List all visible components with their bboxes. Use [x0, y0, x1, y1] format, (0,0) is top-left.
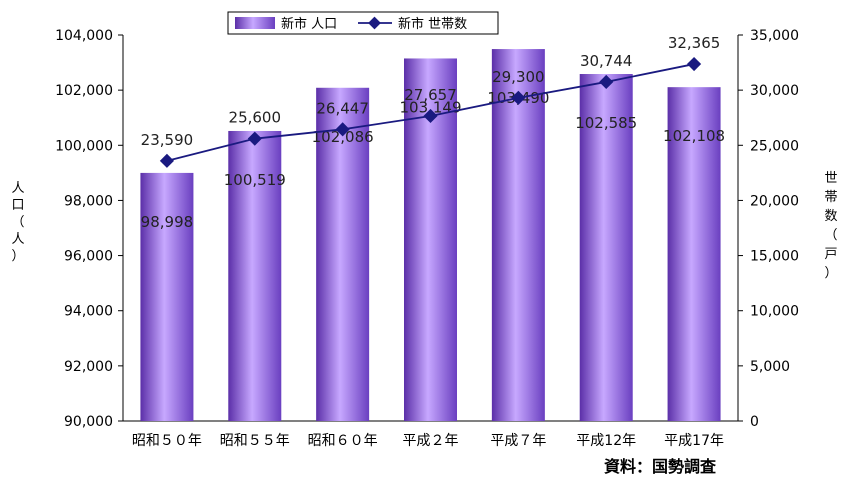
right-tick-label: 20,000 — [750, 193, 799, 209]
right-axis-label: 世帯数 （ 戸 ） — [824, 171, 837, 281]
x-tick-label: 平成２年 — [403, 433, 459, 449]
left-axis-title-char: ） — [11, 249, 24, 264]
right-tick-label: 25,000 — [750, 138, 799, 154]
right-axis-title-char: ） — [824, 266, 837, 281]
left-axis-label: 人口（人） — [11, 181, 24, 264]
legend-bar-swatch — [235, 17, 275, 29]
right-axis-title-char: （ — [824, 228, 837, 243]
household-data-label: 32,365 — [668, 34, 721, 52]
legend: 新市 人口 新市 世帯数 — [227, 11, 499, 35]
right-axis-title-char: 世 — [824, 171, 837, 186]
bars: 98,998100,519102,086103,149103,490102,58… — [140, 49, 725, 421]
household-data-label: 29,300 — [492, 68, 545, 86]
x-tick-label: 昭和６０年 — [308, 433, 378, 449]
right-tick-label: 10,000 — [750, 304, 799, 320]
left-tick-label: 100,000 — [55, 138, 113, 154]
x-tick-label: 平成12年 — [576, 433, 636, 449]
household-data-label: 23,590 — [141, 131, 194, 149]
left-tick-label: 102,000 — [55, 83, 113, 99]
right-axis-title-char: 数 — [824, 209, 837, 224]
legend-label-households: 新市 世帯数 — [398, 16, 467, 32]
household-marker — [159, 153, 174, 168]
population-bar — [316, 87, 370, 421]
household-data-label: 26,447 — [316, 99, 369, 117]
left-axis-ticks: 90,000 92,000 94,000 96,000 98,000 100,000 102… — [55, 28, 123, 430]
population-data-label: 98,998 — [141, 213, 194, 231]
legend-diamond-marker — [368, 16, 381, 30]
legend-label-population: 新市 人口 — [281, 16, 337, 32]
left-axis-title-char: （ — [11, 215, 24, 230]
population-bar — [140, 172, 194, 421]
population-data-label: 102,585 — [575, 114, 637, 132]
population-bar — [579, 74, 633, 421]
population-bar — [667, 87, 721, 421]
left-tick-label: 104,000 — [55, 28, 113, 44]
right-axis-title-char: 戸 — [824, 247, 837, 262]
right-axis-ticks: 0 5,000 10,000 15,000 20,000 25,000 30,000 35,0… — [738, 28, 799, 430]
household-marker — [423, 108, 438, 124]
household-line: 23,590 25,600 26,447 27,657 29,300 30,744 32,3… — [141, 34, 721, 168]
population-bar — [491, 49, 545, 421]
left-axis-title-char: 口 — [11, 198, 24, 213]
right-axis-title-char: 帯 — [824, 190, 837, 205]
right-tick-label: 5,000 — [750, 359, 790, 375]
source-note: 資料：国勢調査 — [604, 457, 716, 476]
population-data-label: 100,519 — [224, 171, 286, 189]
population-data-label: 102,086 — [312, 128, 374, 146]
left-tick-label: 96,000 — [64, 249, 113, 265]
household-data-label: 25,600 — [229, 109, 282, 127]
population-data-label: 102,108 — [663, 127, 725, 145]
population-bar — [228, 130, 282, 421]
left-tick-label: 94,000 — [64, 304, 113, 320]
left-axis-title-char: 人 — [11, 232, 24, 247]
x-tick-label: 昭和５５年 — [220, 433, 290, 449]
household-marker — [511, 90, 526, 105]
x-axis-categories: 昭和５０年 昭和５５年 昭和６０年 平成２年 平成７年 平成12年 平成17年 — [132, 433, 724, 449]
left-tick-label: 90,000 — [64, 414, 113, 430]
right-tick-label: 35,000 — [750, 28, 799, 44]
x-tick-label: 昭和５０年 — [132, 433, 202, 449]
household-data-label: 27,657 — [404, 86, 457, 104]
right-tick-label: 30,000 — [750, 83, 799, 99]
left-tick-label: 92,000 — [64, 359, 113, 375]
left-tick-label: 98,000 — [64, 193, 113, 209]
x-tick-label: 平成17年 — [664, 433, 724, 449]
left-axis-title-char: 人 — [11, 181, 24, 196]
household-marker — [599, 74, 614, 90]
household-marker — [687, 56, 702, 72]
x-tick-label: 平成７年 — [490, 433, 546, 449]
right-tick-label: 15,000 — [750, 249, 799, 265]
household-data-label: 30,744 — [580, 52, 633, 70]
right-tick-label: 0 — [750, 414, 759, 430]
household-marker — [247, 131, 262, 146]
